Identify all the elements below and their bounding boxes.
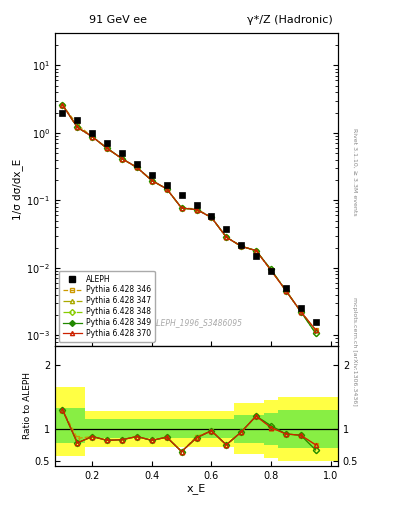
Y-axis label: 1/σ dσ/dx_E: 1/σ dσ/dx_E xyxy=(13,159,24,220)
X-axis label: x_E: x_E xyxy=(187,483,206,495)
Text: γ*/Z (Hadronic): γ*/Z (Hadronic) xyxy=(246,14,332,25)
Y-axis label: Ratio to ALEPH: Ratio to ALEPH xyxy=(23,372,32,439)
Text: 91 GeV ee: 91 GeV ee xyxy=(89,14,147,25)
Text: Rivet 3.1.10, ≥ 3.3M events: Rivet 3.1.10, ≥ 3.3M events xyxy=(352,128,357,216)
Legend: ALEPH, Pythia 6.428 346, Pythia 6.428 347, Pythia 6.428 348, Pythia 6.428 349, P: ALEPH, Pythia 6.428 346, Pythia 6.428 34… xyxy=(59,271,154,342)
Text: mcplots.cern.ch [arXiv:1306.3436]: mcplots.cern.ch [arXiv:1306.3436] xyxy=(352,297,357,406)
Text: ALEPH_1996_S3486095: ALEPH_1996_S3486095 xyxy=(151,318,242,327)
